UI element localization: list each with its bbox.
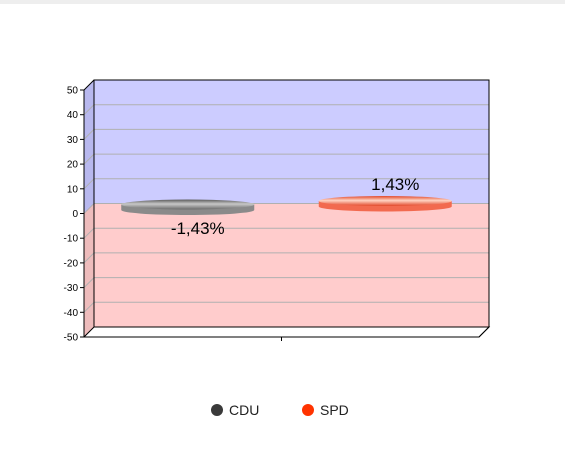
gridline-side: [83, 104, 95, 116]
bar-cdu: [121, 199, 255, 216]
y-tick-label: 0: [72, 209, 78, 220]
gridline-side: [83, 227, 95, 239]
y-tick-label: -40: [64, 308, 79, 319]
gridline-side: [83, 252, 95, 264]
y-tick-label: -50: [64, 333, 79, 344]
bar-top: [318, 195, 452, 206]
positive-zone: [94, 80, 489, 204]
y-tick-label: 20: [67, 160, 79, 171]
gridline-side: [83, 178, 95, 190]
data-label-spd: 1,43%: [371, 175, 419, 194]
gridline-side: [83, 203, 95, 214]
y-tick-label: 40: [67, 110, 79, 121]
legend-marker-spd: [302, 404, 314, 416]
x-axis-right-edge: [478, 326, 490, 338]
bar-top: [121, 199, 255, 210]
y-tick-label: 50: [67, 86, 79, 97]
y-tick-label: -20: [64, 258, 79, 269]
chart-floor: [82, 326, 491, 338]
gridline-side: [83, 153, 95, 165]
side-wall-positive: [84, 80, 94, 214]
legend-marker-cdu: [211, 404, 223, 416]
y-tick-label: 30: [67, 135, 79, 146]
top-bar: [0, 0, 565, 4]
y-tick-label: -10: [64, 234, 79, 245]
plot-frame: [93, 79, 490, 328]
legend-label-cdu: CDU: [229, 402, 259, 418]
bar-spd: [318, 195, 452, 212]
gridline-side: [83, 277, 95, 288]
side-wall-negative: [84, 203, 94, 337]
y-axis-top-edge: [83, 79, 95, 91]
negative-zone: [94, 203, 489, 327]
data-label-cdu: -1,43%: [171, 219, 225, 238]
y-tick-label: 10: [67, 184, 79, 195]
gridline-side: [83, 129, 95, 140]
gridline-side: [83, 301, 95, 313]
legend-label-spd: SPD: [320, 402, 349, 418]
y-tick-label: -30: [64, 283, 79, 294]
